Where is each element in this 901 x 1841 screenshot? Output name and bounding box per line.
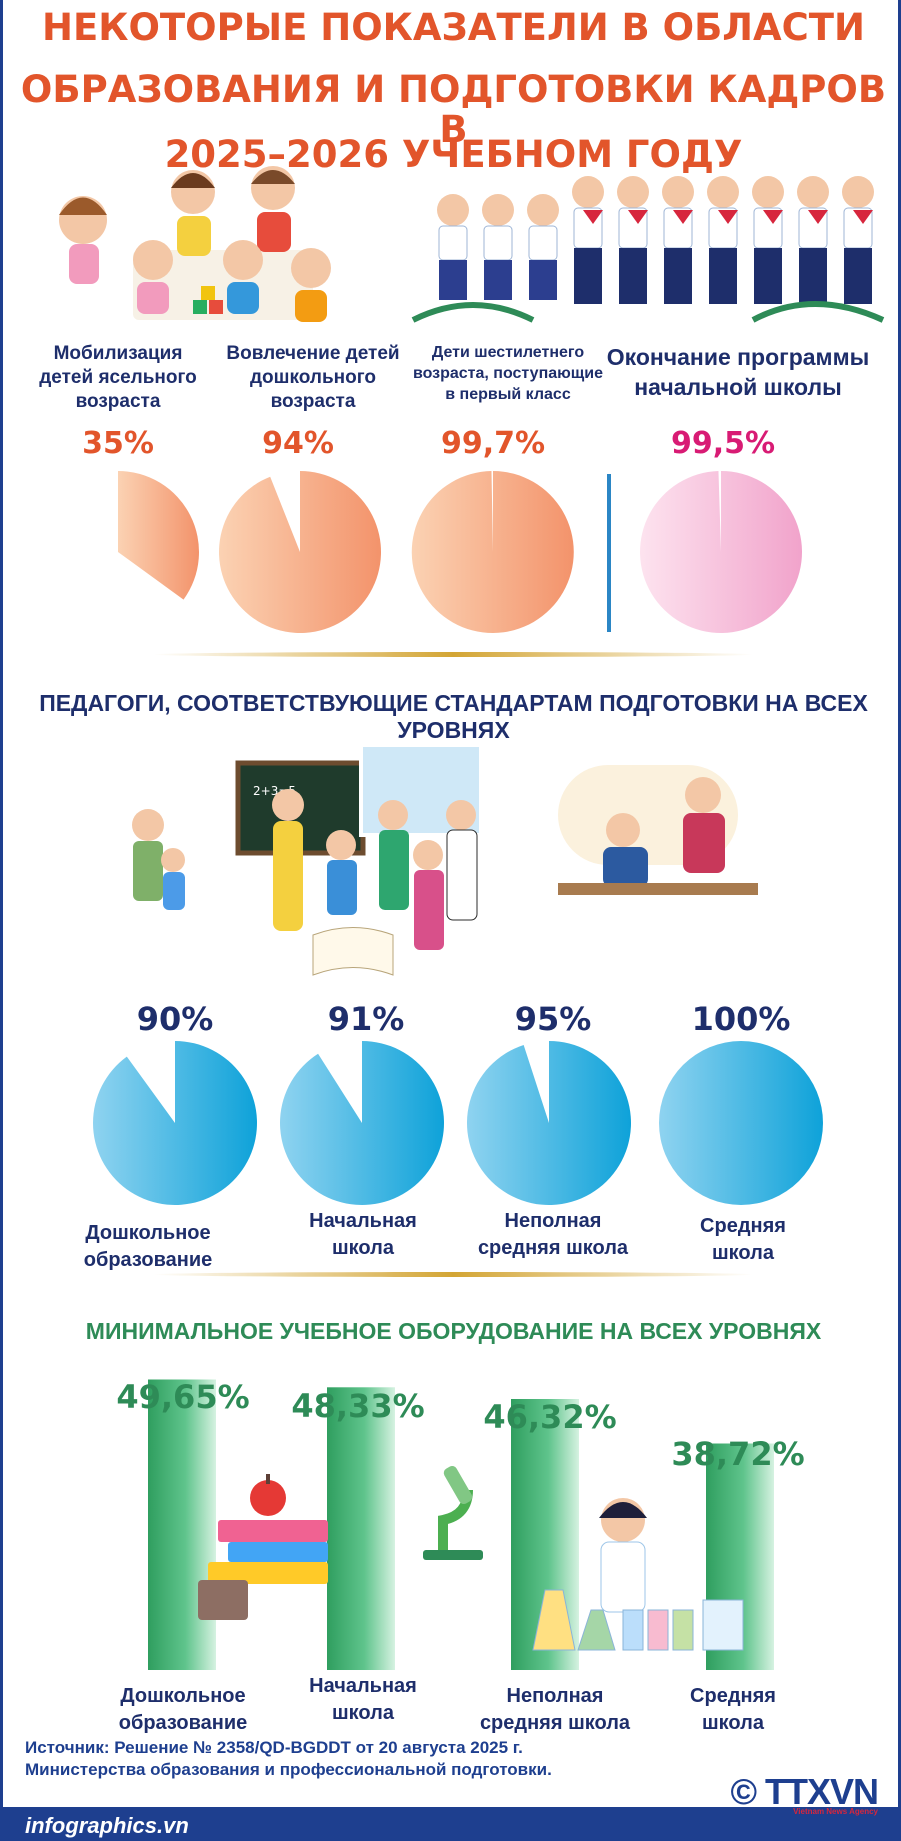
kids-playing-illustration <box>59 166 331 322</box>
equip-value-primary: 48,33% <box>291 1387 425 1425</box>
ttxvn-logo: © TTXVN Vietnam News Agency <box>730 1771 879 1816</box>
equip-caption-lower-secondary: Неполная средняя школа <box>479 1685 631 1734</box>
pct-primary-completion: 99,5% <box>670 426 776 461</box>
equip-value-lower-secondary: 46,32% <box>483 1398 617 1436</box>
teachers-illustration: 2+3=5 <box>132 743 758 976</box>
enrollment-pies <box>118 471 803 633</box>
teachers-caption-lower-secondary: Неполная средняя школа <box>477 1210 629 1259</box>
logo-text: © TTXVN <box>730 1771 879 1812</box>
pie-slice-teachers-1 <box>92 1041 257 1205</box>
equip-value-preschool: 49,65% <box>116 1378 250 1416</box>
title-line-3: 2025–2026 УЧЕБНОМ ГОДУ <box>164 133 743 176</box>
footer-bar: infographics.vn © TTXVN Vietnam News Age… <box>3 1771 901 1841</box>
caption-primary-completion: Окончание программы начальной школы <box>606 344 870 400</box>
title-line-2: ОБРАЗОВАНИЯ И ПОДГОТОВКИ КАДРОВ В <box>20 68 887 151</box>
caption-nursery-enrollment: Мобилизация детей ясельного возраста <box>39 343 197 412</box>
pie-slice-teachers-4 <box>659 1041 823 1205</box>
logo-subtitle: Vietnam News Agency <box>793 1807 878 1816</box>
equip-value-upper-secondary: 38,72% <box>671 1435 805 1473</box>
teachers-pies <box>92 1041 823 1205</box>
pct-nursery: 35% <box>82 426 154 461</box>
pie-slice-enrollment-3 <box>411 471 574 633</box>
equipment-bar-2 <box>327 1387 395 1670</box>
equipment-bar-1 <box>148 1379 216 1670</box>
teachers-caption-primary: Начальная школа <box>309 1210 417 1259</box>
caption-preschool-enrollment: Вовлечение детей дошкольного возраста <box>226 343 400 412</box>
pct-teachers-preschool: 90% <box>136 1000 214 1038</box>
pct-teachers-upper-secondary: 100% <box>691 1000 791 1038</box>
equipment-heading: МИНИМАЛЬНОЕ УЧЕБНОЕ ОБОРУДОВАНИЕ НА ВСЕХ… <box>85 1318 822 1344</box>
gold-divider-1 <box>153 652 753 657</box>
pie-slice-enrollment-2 <box>219 471 382 633</box>
pie-slice-enrollment-4 <box>640 471 803 633</box>
pie-slice-enrollment-1 <box>118 471 199 600</box>
title-line-1: НЕКОТОРЫЕ ПОКАЗАТЕЛИ В ОБЛАСТИ <box>41 6 865 49</box>
pct-teachers-lower-secondary: 95% <box>514 1000 592 1038</box>
gold-divider-2 <box>153 1272 753 1277</box>
equip-caption-preschool: Дошкольное образование <box>118 1685 248 1734</box>
pupils-illustration <box>411 176 885 323</box>
equip-caption-upper-secondary: Средняя школа <box>690 1685 776 1734</box>
teachers-caption-preschool: Дошкольное образование <box>83 1222 213 1271</box>
scientist-illustration <box>532 1498 744 1651</box>
pie-slice-teachers-2 <box>280 1041 445 1205</box>
pct-preschool: 94% <box>262 426 334 461</box>
footer-site: infographics.vn <box>25 1813 189 1838</box>
section1-divider <box>607 474 611 632</box>
pie-slice-teachers-3 <box>466 1041 631 1205</box>
source-note: Источник: Решение № 2358/QD-BGDDT от 20 … <box>25 1738 552 1779</box>
teachers-heading: ПЕДАГОГИ, СООТВЕТСТВУЮЩИЕ СТАНДАРТАМ ПОД… <box>39 690 868 743</box>
equip-caption-primary: Начальная школа <box>309 1675 417 1724</box>
caption-six-year-olds: Дети шестилетнего возраста, поступающие … <box>412 344 604 403</box>
pct-six-year-olds: 99,7% <box>440 426 546 461</box>
school-supplies-illustration <box>198 1474 328 1620</box>
microscope-icon <box>423 1466 483 1560</box>
pct-teachers-primary: 91% <box>327 1000 405 1038</box>
teachers-caption-upper-secondary: Средняя школа <box>700 1215 786 1264</box>
